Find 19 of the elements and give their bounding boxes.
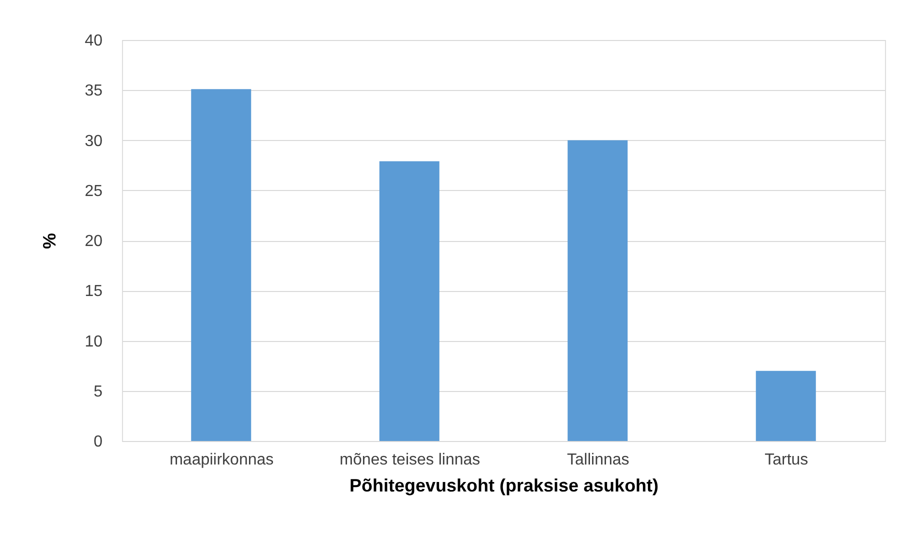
bar xyxy=(379,161,440,441)
y-tick-label: 10 xyxy=(84,333,103,350)
x-tick-label: maapiirkonnas xyxy=(170,452,274,468)
y-tick-label: 15 xyxy=(84,283,103,300)
x-tick-label: Tallinnas xyxy=(566,452,630,468)
bar xyxy=(191,89,252,441)
x-tick-label: Tartus xyxy=(764,452,808,468)
y-tick-label: 40 xyxy=(84,32,103,50)
y-tick-label: 5 xyxy=(94,383,103,400)
x-tick-label: mõnes teises linnas xyxy=(340,452,480,468)
y-tick-label: 35 xyxy=(84,82,103,100)
bar xyxy=(756,370,816,441)
bar xyxy=(568,140,628,441)
y-tick-label: 30 xyxy=(84,132,103,150)
y-tick-label: 20 xyxy=(84,233,103,250)
y-tick-label: 25 xyxy=(84,182,103,200)
x-axis-title: Põhitegevuskoht (praksise asukoht) xyxy=(349,476,659,496)
y-tick-label: 0 xyxy=(94,434,103,450)
y-axis-title: % xyxy=(40,232,60,250)
